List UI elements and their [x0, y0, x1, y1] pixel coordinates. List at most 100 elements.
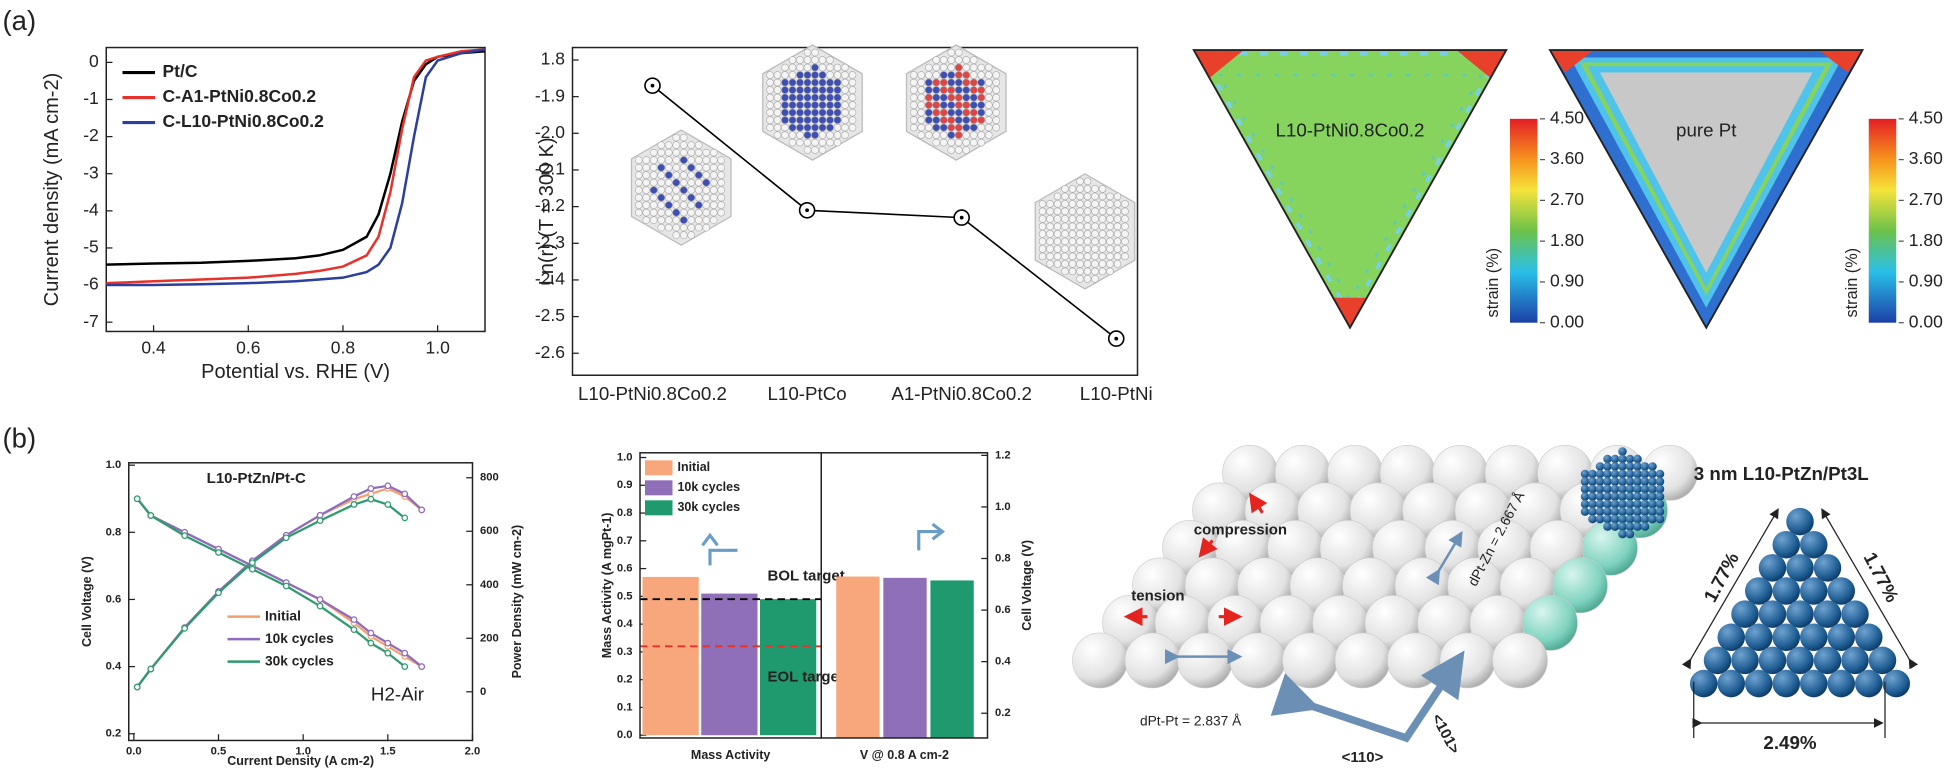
atom: [1625, 507, 1635, 516]
atom: [672, 148, 681, 157]
atom: [796, 116, 804, 124]
atom: [1595, 469, 1605, 479]
atom: [1076, 192, 1084, 201]
atom: [1076, 245, 1084, 253]
atom: [1124, 632, 1181, 689]
x-tick-label: A1-PtNi0.8Co0.2: [891, 383, 1032, 404]
atom: [788, 138, 797, 147]
atom: [1633, 469, 1642, 479]
atom: [925, 131, 933, 139]
atom: [1633, 499, 1642, 509]
atom: [925, 86, 933, 94]
atom: [848, 93, 857, 102]
atom: [1625, 492, 1635, 501]
atom: [687, 186, 696, 194]
atom: [841, 71, 849, 79]
data-point: [384, 482, 392, 490]
atom: [1038, 252, 1047, 261]
atom: [940, 63, 948, 72]
atom: [848, 86, 857, 94]
atom: [672, 163, 681, 172]
atom: [1113, 222, 1122, 231]
atom: [992, 116, 1001, 124]
direction-arrows: [1270, 650, 1465, 743]
y-tick-label: 200: [480, 632, 499, 644]
atom: [665, 156, 673, 164]
atom: [1648, 492, 1657, 501]
atom: [773, 71, 782, 79]
atom: [687, 201, 696, 209]
atom: [848, 116, 857, 124]
panel-label: (b): [3, 423, 37, 454]
atom: [650, 201, 658, 209]
strain-map: [1193, 50, 1507, 328]
atom: [1772, 669, 1800, 698]
data-point: [181, 532, 189, 540]
atom: [717, 163, 726, 172]
bar: [701, 593, 758, 736]
atom: [1053, 260, 1062, 268]
atom: [833, 108, 842, 117]
atom: [955, 123, 963, 132]
atom: [985, 108, 993, 117]
atom: [977, 101, 986, 109]
atom: [1076, 267, 1084, 276]
data-point: [384, 639, 392, 647]
atom: [811, 108, 819, 117]
atom: [680, 216, 688, 224]
atom: [1076, 230, 1084, 238]
y-tick-label: 0.2: [617, 674, 633, 686]
atom: [1772, 530, 1800, 559]
data-point: [133, 683, 141, 691]
atom: [672, 156, 681, 164]
atom: [977, 71, 986, 79]
colorbar-tick-label: 2.70: [1909, 189, 1943, 209]
bar: [836, 576, 880, 738]
atom: [1595, 492, 1605, 501]
atom: [796, 71, 804, 79]
y-tick-label: -3: [83, 162, 99, 182]
y-tick-label: 0.7: [617, 535, 633, 547]
atom: [717, 186, 726, 194]
atom: [917, 108, 926, 117]
data-point: [215, 589, 222, 597]
atom: [710, 163, 718, 172]
y-tick-label: 0.8: [995, 552, 1011, 564]
nanoparticle-illustration: [762, 44, 863, 161]
atom: [826, 101, 834, 109]
atom: [947, 71, 956, 79]
atom: [687, 163, 696, 172]
atom: [642, 171, 651, 179]
atom: [841, 131, 849, 139]
pure-pt-core: [1600, 72, 1813, 273]
atom: [1731, 646, 1759, 675]
atom: [925, 63, 933, 72]
atom: [932, 86, 941, 94]
y-tick-label: 0.2: [106, 728, 122, 740]
atom: [635, 156, 643, 164]
atom: [977, 138, 986, 147]
atom: [1098, 185, 1107, 193]
atom: [672, 186, 681, 194]
atom: [1633, 454, 1642, 464]
nanoparticle-illustration: [1034, 173, 1136, 290]
atom: [1106, 267, 1114, 276]
atom: [1580, 492, 1590, 501]
annotation: <110>: [1342, 749, 1384, 766]
colorbar: [1510, 118, 1538, 323]
atom: [796, 138, 804, 147]
atom: [1083, 192, 1092, 201]
atom: [947, 48, 956, 57]
atom: [1121, 215, 1129, 223]
atom: [1098, 267, 1107, 276]
atom: [1121, 237, 1129, 246]
axis-label: Cell Voltage (V): [80, 556, 94, 647]
atom: [1046, 215, 1054, 223]
atom: [1053, 207, 1062, 216]
atom: [811, 116, 819, 124]
atom: [947, 138, 956, 147]
atom: [702, 216, 711, 224]
atom: [992, 86, 1001, 94]
data-point: [350, 616, 358, 623]
x-tick-label: 2.0: [465, 746, 481, 758]
